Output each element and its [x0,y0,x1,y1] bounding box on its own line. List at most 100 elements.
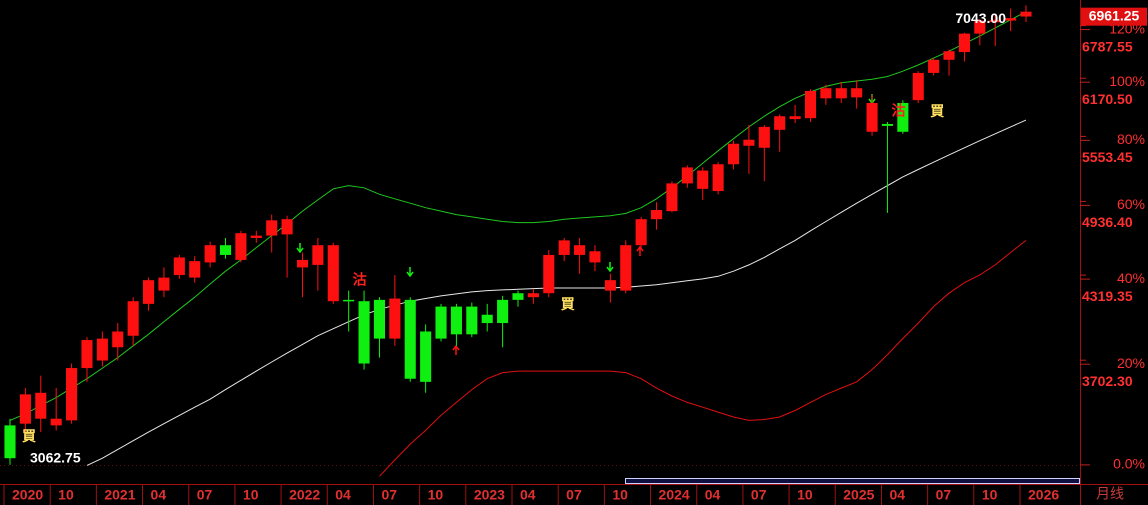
candle-body [481,314,493,324]
candle-body [804,90,817,119]
candle-body [958,33,970,53]
candle-body [420,331,432,382]
x-tick-label: 04 [335,487,351,503]
x-tick-label: 10 [428,487,444,503]
sell-signal: 沽 [891,103,905,119]
candle-body [173,257,185,276]
candle-body [50,418,62,426]
x-tick-label: 2023 [474,487,505,503]
candle-body [789,116,801,120]
candle-body [435,306,447,339]
candle-body [35,392,47,419]
arrow-down [406,267,414,278]
candle-body [604,280,616,291]
candle-body [466,306,478,335]
candle-body [312,245,324,265]
candle-body [543,254,555,294]
scroll-bar[interactable] [625,478,1080,484]
candle-body [928,59,940,73]
last-price-label: 6961.25 [1089,7,1140,23]
candle-body [497,299,509,324]
candle-body [697,170,709,189]
x-tick-label: 07 [197,487,213,503]
candle-body [835,88,847,99]
y2-tick-label: 40% [1117,270,1145,286]
candle-body [266,220,278,236]
candle-body [81,340,93,369]
arrow-up [636,245,644,256]
candle-body [774,116,786,130]
min-label: 3062.75 [30,450,81,466]
candle-body [327,245,339,302]
candle-body [250,235,262,238]
candle-body [912,72,924,101]
candle-body [96,338,108,361]
candles [4,5,1032,465]
y2-tick-label: 100% [1109,73,1145,89]
candle-body [404,299,416,379]
x-tick-label: 04 [151,487,167,503]
x-tick-label: 2025 [843,487,874,503]
x-tick-label: 04 [520,487,536,503]
candle-body [204,245,216,263]
candle-body [558,240,570,255]
candle-body [373,299,385,339]
candle-body [127,301,139,336]
candle-body [620,245,632,291]
candle-body [989,19,1001,23]
candle-body [512,293,524,300]
x-tick-label: 04 [705,487,721,503]
candle-body [727,143,740,165]
candle-body [158,277,170,291]
y-tick-label: 4319.35 [1082,288,1133,304]
candle-body [343,299,355,302]
candle-body [4,425,16,459]
candle-body [897,102,909,132]
candle-body [281,219,293,235]
y2-tick-label: 60% [1117,196,1145,212]
y-tick-label: 6787.55 [1082,38,1133,54]
candle-body [574,245,586,255]
candle-body [851,88,863,98]
candle-body [112,331,124,348]
sell-signal: 沽 [353,271,367,287]
max-label: 7043.00 [955,10,1006,26]
buy-signal: 買 [561,296,576,312]
buy-signal: 買 [22,428,37,444]
candle-body [743,139,755,146]
candle-body [235,233,247,260]
x-tick-label: 10 [243,487,259,503]
y-tick-label: 4936.40 [1082,214,1133,230]
x-tick-label: 2021 [104,487,135,503]
candle-body [974,20,986,34]
candle-body [143,280,155,304]
arrow-down [606,262,614,273]
indicator-line [379,240,1027,477]
y-tick-label: 3702.30 [1082,373,1133,389]
candle-body [66,368,78,421]
candle-body [389,298,401,339]
candle-body [19,394,31,424]
indicator-line [86,119,1027,466]
candle-body [1020,11,1032,17]
candle-body [189,261,201,278]
arrow-down [296,243,304,254]
x-tick-label: 2024 [659,487,690,503]
candle-body [666,183,678,212]
candle-body [589,251,601,263]
candle-body [635,219,647,246]
y2-tick-label: 0.0% [1113,456,1145,472]
buy-signal: 買 [930,103,945,119]
x-tick-label: 10 [797,487,813,503]
candle-body [881,123,893,126]
x-tick-label: 07 [936,487,952,503]
candle-body [450,306,462,335]
x-tick-label: 10 [58,487,74,503]
x-tick-label: 10 [982,487,998,503]
y-tick-label: 6170.50 [1082,91,1133,107]
x-tick-label: 2022 [289,487,320,503]
candle-body [1005,18,1017,21]
